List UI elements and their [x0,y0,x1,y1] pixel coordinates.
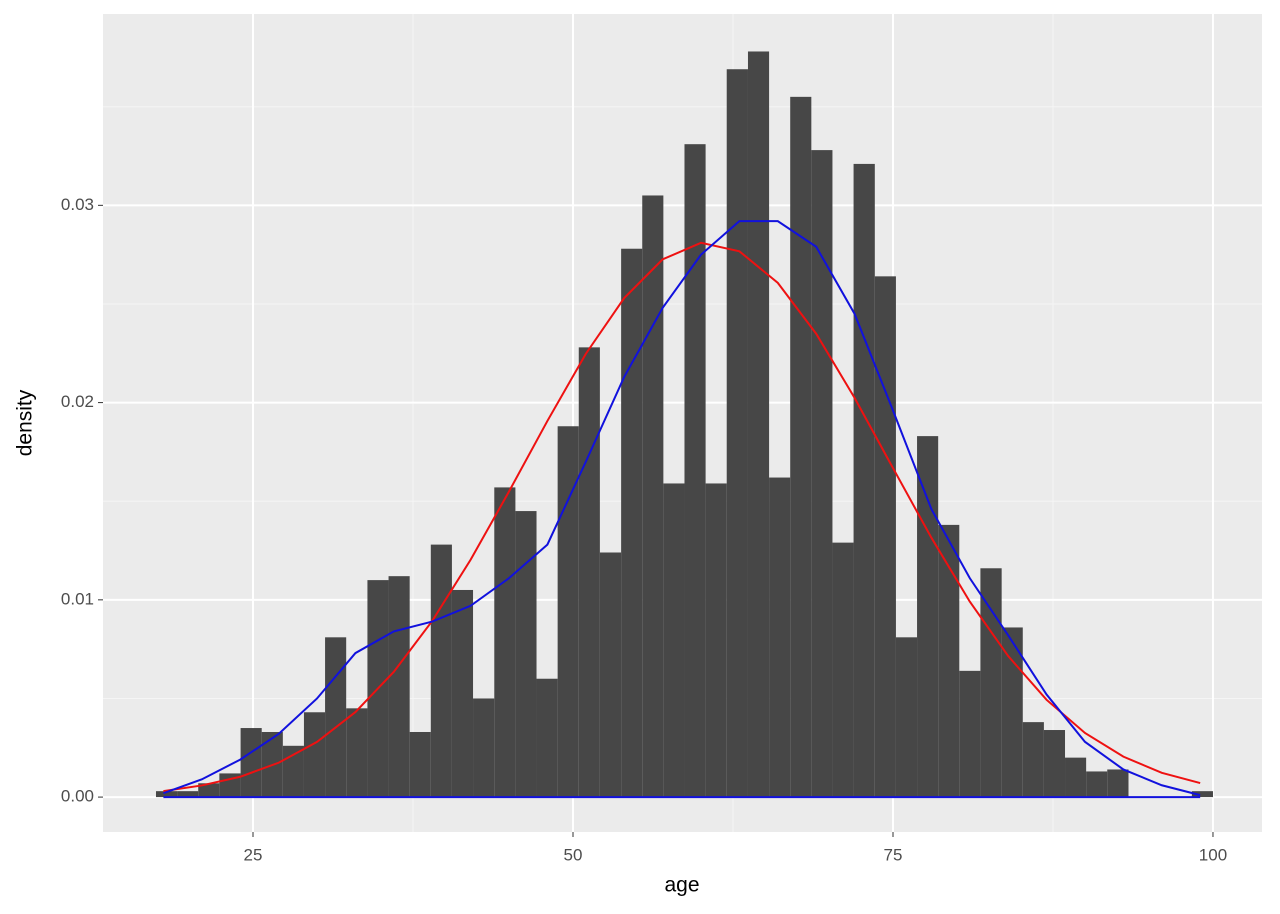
histogram-bar [1043,730,1066,798]
histogram-bar [1191,791,1213,798]
histogram-bar [980,568,1002,798]
y-axis-title: density [14,389,37,456]
histogram-bar [536,678,558,798]
histogram-bar [895,637,918,798]
histogram-bar [1086,771,1108,798]
histogram-bar [409,731,431,798]
histogram-bar [155,791,178,798]
histogram-bar [451,589,474,798]
histogram-bar [1065,757,1087,798]
histogram-bar [832,542,854,798]
histogram-bar [198,783,220,798]
x-tick-label: 100 [1199,845,1227,864]
density-line [163,220,1201,797]
y-tick-label: 0.03 [61,195,94,214]
histogram-bar [663,483,685,798]
histogram-bar [1001,627,1023,798]
x-tick-label: 50 [564,845,583,864]
histogram-bar [325,637,347,798]
histogram-bar [811,150,833,798]
histogram-bar [494,487,516,798]
histogram-bar [177,791,199,798]
histogram-bar [769,477,791,798]
y-tick-label: 0.00 [61,787,94,806]
histogram-bar [473,698,495,798]
histogram-bar [240,728,262,798]
histogram-bar [1107,769,1129,798]
y-tick-label: 0.01 [61,589,94,608]
histogram-bar [346,708,368,798]
histogram-bar [557,426,579,798]
histogram-bar [684,144,706,798]
histogram-bar [303,712,326,798]
histogram-bar [959,670,981,798]
x-axis-title: age [664,874,699,897]
y-tick-label: 0.02 [61,392,94,411]
x-tick-label: 75 [884,845,903,864]
histogram-bar [747,51,770,798]
histogram-bar [388,576,410,798]
histogram-bar [790,96,812,798]
histogram-bar [430,544,452,798]
histogram-bar [726,69,748,798]
density-line [163,241,1201,793]
histogram-bar [938,524,960,798]
histogram-bar [874,276,896,798]
histogram-bar [578,347,600,798]
histogram-bar [282,745,304,798]
histogram-bar [1022,722,1044,798]
histogram-bar [599,552,622,798]
histogram-bar [705,483,727,798]
x-tick-label: 25 [244,845,263,864]
histogram-bar [853,163,875,798]
histogram-bar [642,195,664,798]
histogram-bar [621,248,643,798]
histogram-bar [515,511,537,798]
histogram-bar [917,436,939,798]
